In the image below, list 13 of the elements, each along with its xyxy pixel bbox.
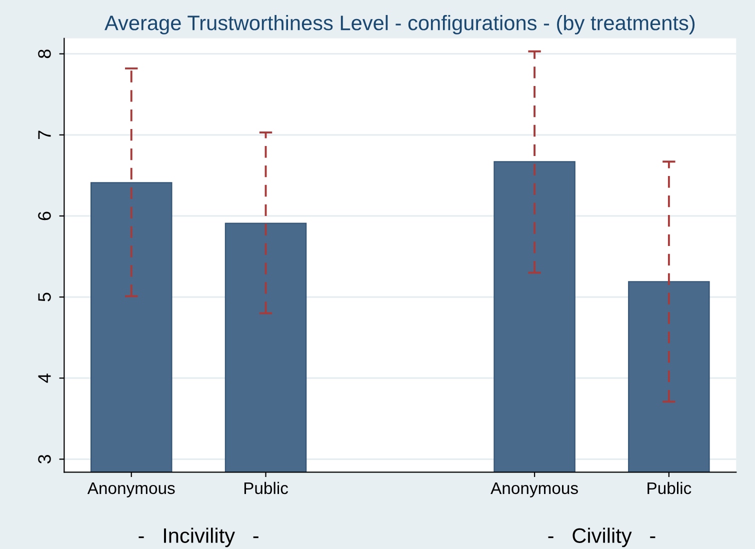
y-tick-label: 7 xyxy=(38,130,51,139)
y-tick-label: 3 xyxy=(38,454,51,464)
chart-title: Average Trustworthiness Level - configurations - (by treatments) xyxy=(104,15,695,34)
x-tick-label: Anonymous xyxy=(490,482,578,498)
y-tick-label: 4 xyxy=(38,374,51,383)
y-tick-label: 6 xyxy=(38,212,51,220)
x-tick-label: Public xyxy=(244,482,288,494)
text: - Incivility - xyxy=(138,528,258,548)
text: - Civility - xyxy=(548,528,656,548)
x-tick-label: Anonymous xyxy=(87,482,175,498)
y-tick-label: 5 xyxy=(38,292,51,302)
x-tick-label: Public xyxy=(648,482,692,494)
y-tick-label: 8 xyxy=(38,50,51,58)
